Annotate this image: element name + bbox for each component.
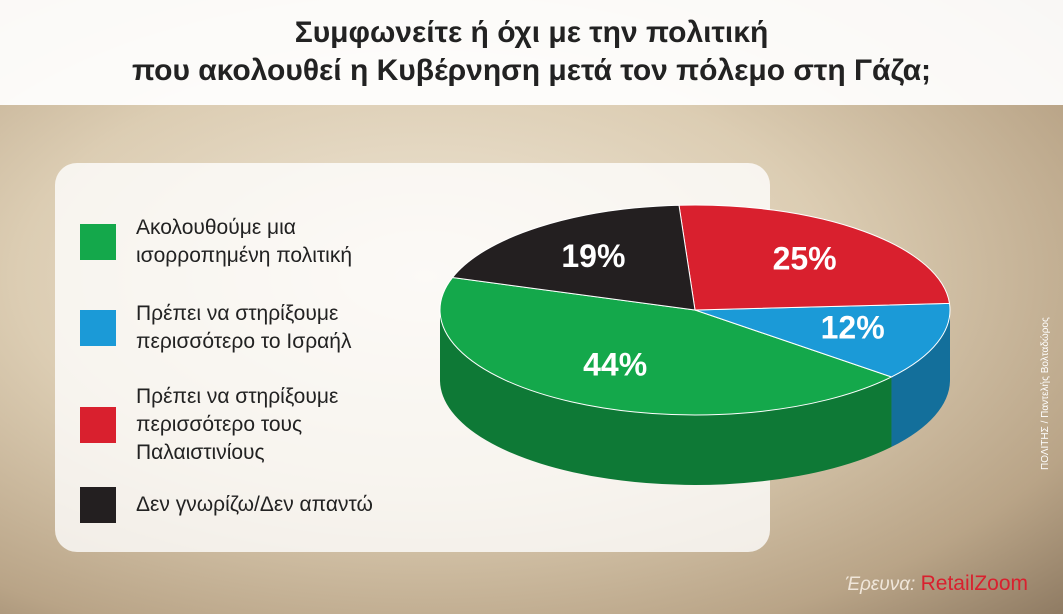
pie-slice-side bbox=[440, 310, 892, 486]
legend-item: Ακολουθούμε μια ισορροπημένη πολιτική bbox=[80, 214, 406, 270]
source-brand: RetailZoom bbox=[920, 572, 1028, 595]
data-label: 25% bbox=[773, 241, 837, 277]
pie-slice-side bbox=[891, 310, 950, 447]
legend-label: Πρέπει να στηρίξουμε περισσότερο τους Πα… bbox=[136, 385, 339, 464]
data-label: 44% bbox=[583, 347, 647, 383]
legend-label: Ακολουθούμε μια ισορροπημένη πολιτική bbox=[136, 216, 352, 267]
legend-item: Πρέπει να στηρίξουμε περισσότερο το Ισρα… bbox=[80, 300, 406, 356]
legend-swatch bbox=[80, 310, 116, 346]
legend-label: Δεν γνωρίζω/Δεν απαντώ bbox=[136, 493, 373, 516]
legend-item: Δεν γνωρίζω/Δεν απαντώ bbox=[80, 487, 406, 523]
title-line: που ακολουθεί η Κυβέρνηση μετά τον πόλεμ… bbox=[131, 54, 932, 87]
title-bar: Συμφωνείτε ή όχι με την πολιτική που ακο… bbox=[0, 0, 1063, 105]
data-label: 12% bbox=[821, 310, 885, 346]
photo-credit: ΠΟΛΙΤΗΣ / Παντελής Βολταδώρος bbox=[1040, 317, 1051, 470]
legend-swatch bbox=[80, 487, 116, 523]
legend-swatch bbox=[80, 224, 116, 260]
data-label: 19% bbox=[561, 238, 625, 274]
source-label: Έρευνα: bbox=[845, 574, 916, 595]
pie-slice bbox=[451, 204, 696, 311]
legend-swatch bbox=[80, 407, 116, 443]
title-line: Συμφωνείτε ή όχι με την πολιτική bbox=[294, 16, 769, 49]
legend-label: Πρέπει να στηρίξουμε περισσότερο το Ισρα… bbox=[136, 302, 352, 353]
pie-slice bbox=[694, 302, 951, 378]
source: Έρευνα: RetailZoom bbox=[845, 572, 1028, 596]
pie-slice bbox=[678, 204, 951, 311]
pie-slice bbox=[439, 277, 893, 416]
legend-item: Πρέπει να στηρίξουμε περισσότερο τους Πα… bbox=[80, 383, 406, 467]
